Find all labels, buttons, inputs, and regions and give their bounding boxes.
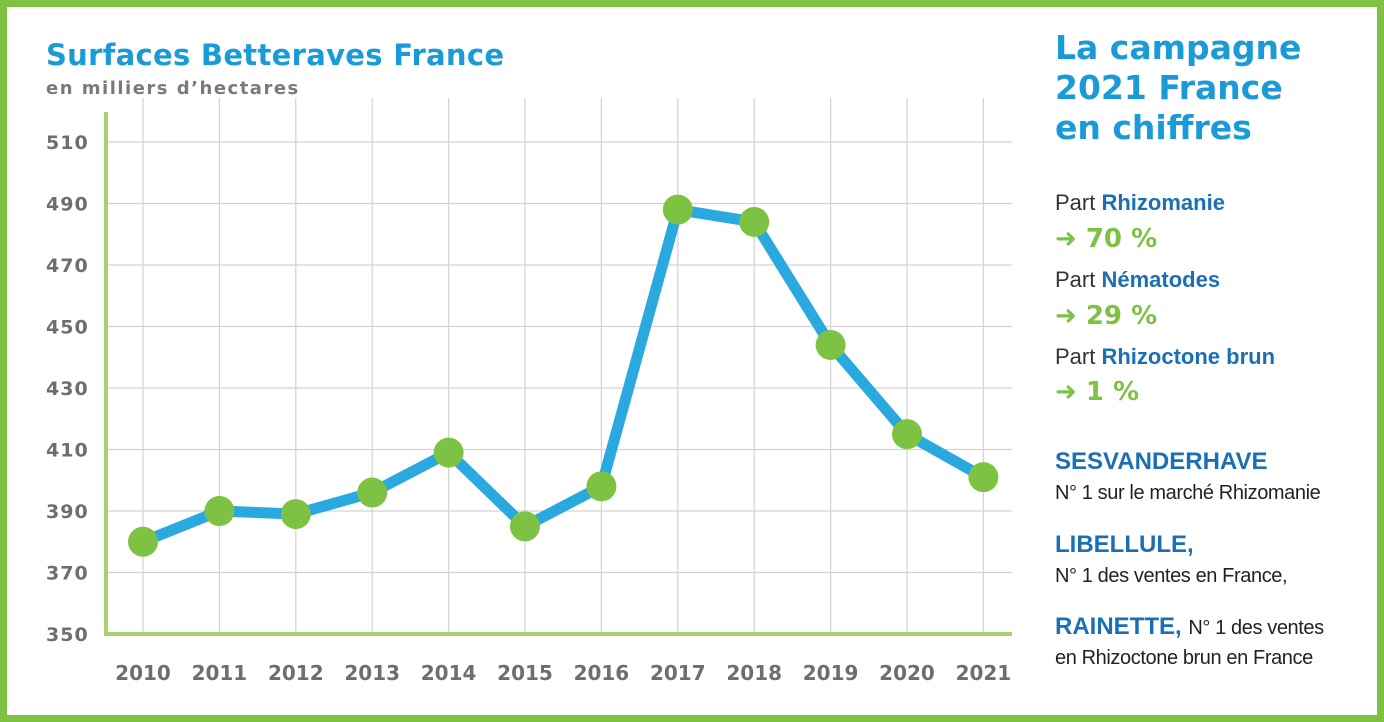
- series-line: [137, 204, 989, 548]
- y-tick-label: 430: [46, 378, 89, 400]
- x-tick-label: 2017: [650, 661, 706, 685]
- brand-rainette: RAINETTE, N° 1 des ventes: [1055, 613, 1324, 641]
- data-point: [815, 329, 846, 360]
- side-title-line: en chiffres: [1055, 108, 1252, 147]
- data-point: [280, 499, 311, 530]
- y-tick-label: 510: [46, 132, 89, 154]
- y-tick-label: 410: [46, 440, 89, 462]
- y-tick-label: 350: [46, 624, 89, 646]
- y-tick-label: 390: [46, 501, 89, 523]
- brand-desc: en Rhizoctone brun en France: [1055, 647, 1313, 669]
- data-point: [357, 477, 388, 508]
- side-panel-title: La campagne 2021 France en chiffres: [1055, 28, 1355, 148]
- chart-title: Surfaces Betteraves France: [46, 38, 505, 72]
- x-tick-label: 2016: [574, 661, 630, 685]
- x-tick-label: 2011: [192, 661, 248, 685]
- x-tick-label: 2021: [956, 661, 1012, 685]
- brand-desc: N° 1 des ventes en France,: [1055, 565, 1288, 587]
- stat-label-rhizomanie: Part Rhizomanie: [1055, 190, 1225, 216]
- stat-value-rhizomanie: ➜ 70 %: [1055, 224, 1158, 254]
- brand-name: RAINETTE,: [1055, 613, 1182, 640]
- x-tick-label: 2019: [803, 661, 859, 685]
- x-tick-label: 2012: [268, 661, 324, 685]
- y-tick-label: 490: [46, 194, 89, 216]
- y-tick-label: 470: [46, 255, 89, 277]
- y-tick-label: 370: [46, 563, 89, 585]
- stat-label-nematodes: Part Nématodes: [1055, 267, 1220, 293]
- data-point: [892, 419, 922, 450]
- data-point: [433, 437, 464, 468]
- data-point: [968, 462, 999, 493]
- y-tick-label: 450: [46, 317, 89, 339]
- data-point: [739, 206, 770, 237]
- chart-subtitle: en milliers d’hectares: [46, 78, 300, 99]
- x-tick-label: 2015: [497, 661, 553, 685]
- brand-desc-inline: N° 1 des ventes: [1188, 617, 1324, 639]
- data-point: [662, 194, 693, 225]
- stat-value-nematodes: ➜ 29 %: [1055, 301, 1158, 331]
- stat-prefix: Part: [1055, 190, 1096, 215]
- side-title-line: La campagne: [1055, 28, 1302, 67]
- brand-sesvanderhave: SESVANDERHAVE: [1055, 448, 1268, 475]
- data-point: [204, 496, 235, 526]
- x-tick-label: 2013: [344, 661, 400, 685]
- stat-name: Rhizoctone brun: [1101, 344, 1276, 369]
- stat-name: Rhizomanie: [1101, 190, 1225, 215]
- brand-desc: N° 1 sur le marché Rhizomanie: [1055, 482, 1321, 504]
- data-point: [586, 471, 617, 502]
- stat-name: Nématodes: [1101, 267, 1221, 292]
- data-point: [128, 526, 158, 557]
- x-tick-label: 2018: [726, 661, 782, 685]
- stat-value-rhizoctone: ➜ 1 %: [1055, 377, 1140, 407]
- data-point: [510, 511, 540, 542]
- x-tick-label: 2010: [115, 661, 171, 685]
- stat-prefix: Part: [1055, 344, 1096, 369]
- x-tick-label: 2020: [879, 661, 935, 685]
- stat-label-rhizoctone: Part Rhizoctone brun: [1055, 344, 1275, 370]
- stat-prefix: Part: [1055, 267, 1096, 292]
- side-title-line: 2021 France: [1055, 68, 1283, 107]
- x-tick-label: 2014: [421, 661, 477, 685]
- brand-libellule: LIBELLULE,: [1055, 531, 1194, 558]
